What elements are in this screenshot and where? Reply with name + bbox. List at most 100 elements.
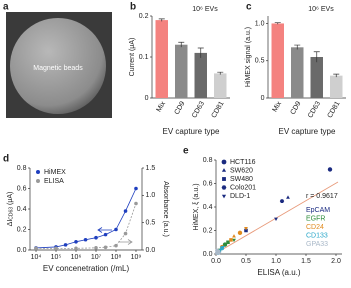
data-point bbox=[94, 246, 98, 250]
y-axis-label-part: ΔI bbox=[7, 220, 14, 227]
y-tick-label: 0.2 bbox=[17, 226, 27, 233]
legend-marker bbox=[36, 170, 40, 174]
error-bar bbox=[217, 71, 224, 75]
data-point bbox=[63, 243, 68, 247]
legend-label: SW620 bbox=[230, 167, 253, 174]
y-axis-label-part: CD63 bbox=[9, 207, 15, 220]
y-tick-label: 0.2 bbox=[139, 13, 149, 20]
legend-marker bbox=[222, 177, 226, 181]
image-caption: Magnetic beads bbox=[33, 65, 83, 72]
bar bbox=[330, 75, 343, 98]
series-line bbox=[35, 188, 137, 249]
fit-line bbox=[217, 181, 339, 253]
data-point bbox=[232, 234, 236, 238]
x-tick-label: 10⁹ bbox=[131, 254, 142, 261]
chart-title: 10⁶ EVs bbox=[192, 6, 218, 13]
arrow bbox=[118, 239, 133, 245]
x-axis-label: EV capture type bbox=[163, 127, 220, 136]
error-bar bbox=[294, 44, 301, 50]
data-point bbox=[232, 238, 236, 243]
y-tick-label: 0.4 bbox=[203, 204, 213, 211]
data-point bbox=[274, 217, 278, 221]
y-tick-label: 0.1 bbox=[139, 54, 149, 61]
data-point bbox=[94, 235, 98, 240]
arrow bbox=[97, 227, 112, 233]
data-point bbox=[226, 240, 230, 245]
x-tick-label: 10⁴ bbox=[31, 254, 42, 261]
data-point bbox=[123, 231, 128, 236]
y-tick-label: 0.0 bbox=[146, 247, 156, 254]
y-tick-label: 0.4 bbox=[17, 206, 27, 213]
x-tick-label: 10⁶ bbox=[71, 254, 82, 261]
legend-label: EGFR bbox=[306, 215, 325, 222]
y-tick-label: 0.0 bbox=[203, 251, 213, 258]
legend-label: SW480 bbox=[230, 176, 253, 183]
legend-marker bbox=[221, 168, 227, 172]
data-point bbox=[286, 195, 290, 199]
error-bar bbox=[158, 18, 165, 22]
legend-label: CD24 bbox=[306, 224, 324, 231]
series-line bbox=[36, 203, 137, 249]
data-point bbox=[237, 230, 243, 236]
legend-label: DLD-1 bbox=[230, 193, 250, 200]
x-tick-label: 10⁸ bbox=[111, 254, 122, 261]
error-bar bbox=[313, 51, 320, 63]
y-axis-label: HiMEX, ξ (a.u.) bbox=[193, 183, 200, 230]
y-tick-label: 0 bbox=[261, 95, 265, 102]
x-tick-label: 0.5 bbox=[241, 258, 251, 265]
data-point bbox=[74, 240, 78, 244]
x-tick-label: 10⁷ bbox=[91, 254, 102, 261]
bar bbox=[271, 23, 284, 99]
x-axis-label: ELISA (a.u.) bbox=[257, 268, 300, 277]
y-tick-label: 0.0 bbox=[17, 247, 27, 254]
data-point bbox=[114, 243, 118, 248]
x-tick-label: 0.0 bbox=[211, 258, 221, 265]
panel-label: b bbox=[130, 2, 136, 13]
error-bar bbox=[333, 73, 340, 78]
legend-label: GPA33 bbox=[306, 241, 328, 248]
bar bbox=[155, 20, 168, 99]
x-tick-label: 1.0 bbox=[271, 258, 281, 265]
bar bbox=[291, 47, 304, 98]
y-axis-label: Current (μA) bbox=[129, 38, 136, 77]
data-point bbox=[244, 227, 248, 231]
error-bar bbox=[178, 41, 185, 48]
y-axis-label: ΔICD63 (μA) bbox=[7, 192, 15, 227]
error-bar bbox=[274, 22, 281, 25]
legend-label: CD133 bbox=[306, 232, 328, 239]
legend-marker bbox=[36, 179, 40, 183]
legend-marker bbox=[221, 159, 227, 165]
data-point bbox=[83, 237, 88, 242]
x-tick-label: CD63 bbox=[191, 100, 206, 119]
data-point bbox=[134, 186, 138, 191]
legend-label: Colo201 bbox=[230, 184, 256, 191]
y-tick-label: 0.5 bbox=[255, 58, 265, 65]
x-tick-label: CD81 bbox=[327, 100, 342, 119]
x-axis-label: EV concenetration (/mL) bbox=[43, 264, 130, 273]
x-tick-label: 1.5 bbox=[301, 258, 311, 265]
x-tick-label: Mix bbox=[156, 100, 168, 113]
chart-title: 10⁶ EVs bbox=[308, 6, 334, 13]
x-tick-label: CD81 bbox=[211, 100, 226, 119]
panel-label: c bbox=[246, 2, 252, 13]
y-axis-label-part: (μA) bbox=[7, 192, 14, 207]
y-tick-label: 0.8 bbox=[203, 157, 213, 164]
data-point bbox=[222, 242, 228, 247]
bar bbox=[310, 57, 323, 98]
x-tick-label: 10⁵ bbox=[51, 254, 62, 261]
y-tick-label: 0.6 bbox=[17, 185, 27, 192]
bead bbox=[10, 18, 106, 114]
data-point bbox=[34, 246, 38, 251]
data-point bbox=[215, 248, 220, 253]
data-point bbox=[103, 232, 108, 237]
y-tick-label: 0.8 bbox=[17, 165, 27, 172]
y-tick-label: 0.6 bbox=[203, 180, 213, 187]
panel-label: a bbox=[3, 2, 9, 13]
x-tick-label: CD9 bbox=[290, 100, 303, 116]
legend-label: ELISA bbox=[44, 178, 64, 185]
data-point bbox=[54, 246, 58, 251]
x-tick-label: 2.0 bbox=[331, 258, 341, 265]
x-tick-label: CD63 bbox=[307, 100, 322, 119]
data-point bbox=[123, 209, 128, 213]
